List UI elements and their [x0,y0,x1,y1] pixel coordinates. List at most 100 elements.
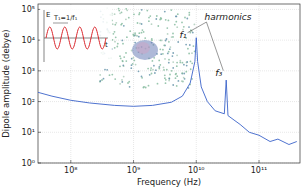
molecule-dot [152,69,154,71]
molecule-dot [171,70,173,72]
molecule-dot [129,30,131,32]
annotation: f₃ [215,67,222,78]
molecule-dot [181,22,183,24]
molecule-dot [179,60,181,62]
annotation: harmonics [204,12,251,22]
molecule-dot [116,46,118,48]
molecule-dot [185,71,187,73]
molecule-dot [101,79,103,81]
molecule-dot [153,65,155,67]
y-axis-title: Dipole amplitude (debye) [1,29,11,137]
molecule-dot [165,79,167,81]
annotation: f₁ [179,29,186,40]
molecule-dot [111,74,113,76]
protein-blob [132,40,158,60]
molecule-dot [159,48,161,50]
spectrum-line [38,38,297,145]
molecule-dot [177,41,179,43]
molecule-dot [176,26,178,28]
molecule-dot [176,65,178,67]
molecule-dot [119,65,121,67]
molecule-dot [141,77,143,79]
inset-axis [44,10,45,62]
molecule-dot [142,29,144,31]
molecule-dot [132,63,134,65]
molecule-dot [187,48,189,50]
molecule-dot [134,35,136,37]
inset-x-label: t [105,41,108,49]
molecule-dot [114,78,116,80]
molecule-dot [143,86,145,88]
molecule-dot [151,73,153,75]
tick-label: 10¹¹ [251,166,268,175]
tick [259,160,260,163]
molecule-dot [183,73,185,75]
molecule-dot [99,80,101,82]
molecule-dot [168,20,170,22]
molecule-dot [123,25,125,27]
molecule-dot [167,33,169,35]
molecule-dot [150,69,152,71]
x-axis-title: Frequency (Hz) [137,177,201,187]
molecule-dot [152,60,154,62]
molecule-dot [158,60,160,62]
molecule-dot [106,69,108,71]
molecule-dot [166,38,168,40]
molecule-dot [172,52,174,54]
molecule-dot [144,37,146,39]
molecule-dot [121,79,123,81]
molecule-dot [104,69,106,71]
molecule-dot [122,60,124,62]
molecule-dot [133,35,135,37]
molecule-dot [164,11,166,13]
molecule-dot [128,81,130,83]
tick-label: 10⁰ [22,159,35,168]
molecule-dot [161,40,163,42]
molecule-dot [103,78,105,80]
molecule-dot [137,22,139,24]
molecule-dot [168,41,170,43]
molecule-dot [138,70,140,72]
molecule-dot [164,74,166,76]
sine-wave [46,27,106,49]
molecule-dot [190,61,192,63]
molecule-dot [172,67,174,69]
molecule-dot [170,46,172,48]
tick-label: 10² [22,98,35,107]
molecule-dot [160,53,162,55]
molecule-dot [151,39,153,41]
molecule-dot [156,15,158,17]
molecule-dot [157,25,159,27]
molecule-dot [169,74,171,76]
molecule-dot [130,67,132,69]
molecule-dot [121,23,123,25]
molecule-dot [138,36,140,38]
tick-label: 10⁹ [127,166,140,175]
molecule-dot [149,15,151,17]
molecule-dot [123,56,125,58]
molecule-image [99,7,195,89]
inset-y-label: E [46,11,50,19]
molecule-dot [141,32,143,34]
molecule-dot [125,52,127,54]
molecule-dot [167,53,169,55]
molecule-dot [174,24,176,26]
tick-label: 10⁵ [22,5,35,14]
molecule-dot [148,17,150,19]
molecule-dot [99,74,101,76]
molecule-dot [114,31,116,33]
molecule-dot [163,69,165,71]
molecule-dot [125,8,127,10]
molecule-dot [191,52,193,54]
molecule-dot [186,18,188,20]
molecule-dot [120,58,122,60]
molecule-dot [175,73,177,75]
molecule-dot [189,32,191,34]
molecule-dot [135,34,137,36]
molecule-dot [141,9,143,11]
molecule-dot [164,77,166,79]
molecule-dot [166,69,168,71]
molecule-dot [118,8,120,10]
molecule-dot [125,60,127,62]
molecule-dot [114,24,116,26]
